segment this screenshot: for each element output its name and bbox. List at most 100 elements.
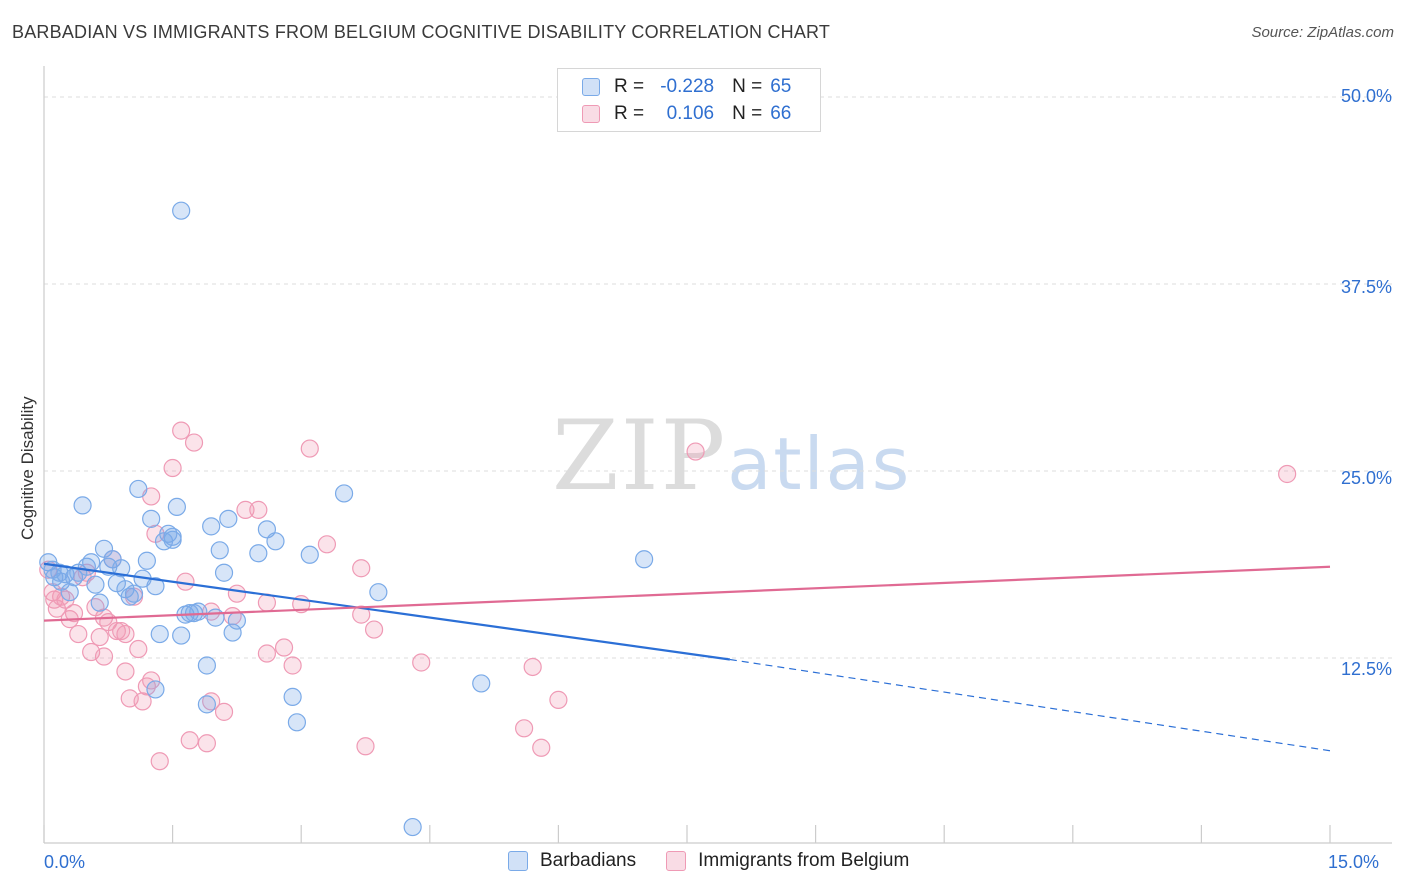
belgium-point	[116, 624, 135, 644]
barbadian-point	[172, 626, 191, 645]
barbadian-point	[124, 584, 144, 603]
belgium-point	[163, 458, 182, 478]
belgium-point	[317, 535, 337, 554]
barbadian-point	[214, 563, 234, 582]
barbadian-trend-line	[43, 562, 731, 661]
belgium-point	[249, 500, 268, 519]
belgium-point	[532, 738, 551, 757]
belgium-point	[686, 442, 705, 461]
belgium-point	[197, 734, 216, 753]
belgium-point	[142, 671, 161, 690]
x-tick-label-min: 0.0%	[44, 852, 86, 872]
y-tick-label-12-5: 12.5%	[1340, 659, 1392, 679]
belgium-point	[94, 647, 114, 666]
belgium-point	[180, 731, 199, 750]
barbadian-point	[403, 817, 422, 837]
barbadian-point	[206, 608, 225, 627]
chart-title: BARBADIAN VS IMMIGRANTS FROM BELGIUM COG…	[12, 22, 831, 42]
belgium-point	[214, 702, 234, 721]
watermark-atlas: atlas	[727, 422, 912, 506]
belgium-point	[274, 638, 294, 657]
source-label: Source: ZipAtlas.com	[1251, 24, 1394, 41]
barbadian-point	[202, 517, 221, 536]
barbadian-point	[197, 695, 216, 714]
series-legend: Barbadians Immigrants from Belgium	[508, 850, 939, 872]
belgium-point	[236, 500, 255, 519]
belgium-point	[184, 433, 204, 452]
barbadian-point	[266, 532, 285, 551]
belgium-point	[283, 656, 302, 675]
belgium-point	[133, 692, 152, 711]
barbadian-point	[635, 550, 654, 569]
y-tick-label-37-5: 37.5%	[1340, 277, 1392, 297]
barbadian-point	[50, 563, 69, 582]
n-label: N =	[732, 76, 763, 97]
barbadian-point	[142, 509, 161, 528]
barbadian-point	[472, 674, 491, 693]
barbadian-point	[223, 623, 242, 642]
legend-label-belgium: Immigrants from Belgium	[698, 850, 910, 871]
belgium-point	[172, 421, 191, 440]
barbadian-point	[249, 544, 268, 563]
legend-item-belgium[interactable]: Immigrants from Belgium	[666, 850, 909, 872]
barbadian-point	[369, 583, 388, 602]
belgium-point	[352, 605, 371, 624]
r-label: R =	[614, 103, 645, 124]
r-value: 0.106	[666, 103, 715, 124]
legend-item-barbadians[interactable]: Barbadians	[508, 850, 636, 872]
barbadian-point	[283, 687, 302, 706]
r-value: -0.228	[660, 76, 715, 97]
belgium-point	[90, 627, 109, 647]
barbadian-point	[167, 497, 186, 517]
y-tick-label-25: 25.0%	[1340, 468, 1392, 488]
belgium-point	[412, 653, 431, 672]
barbadian-point	[172, 201, 191, 220]
pink-swatch	[582, 105, 600, 123]
barbadian-point	[197, 656, 216, 675]
legend-label-barbadians: Barbadians	[540, 850, 637, 871]
belgium-point	[523, 657, 542, 677]
barbadian-point	[146, 577, 165, 596]
legend-row-belgium: R = 0.106 N = 66	[582, 101, 791, 127]
belgium-point	[116, 662, 135, 681]
barbadian-point	[189, 602, 208, 621]
barbadian-point	[227, 611, 246, 630]
belgium-point	[549, 690, 568, 709]
zipatlas-watermark: ZIPatlas	[552, 400, 911, 512]
belgium-point	[150, 752, 169, 771]
belgium-point	[356, 737, 375, 756]
barbadian-trend-extension	[729, 658, 1331, 752]
n-value: 65	[770, 76, 792, 97]
barbadian-point	[300, 545, 319, 564]
legend-row-barbadians: R = -0.228 N = 65	[582, 74, 791, 100]
barbadian-point	[112, 559, 131, 578]
belgium-point	[129, 639, 148, 659]
barbadian-point	[60, 583, 79, 602]
barbadian-point	[334, 484, 354, 503]
belgium-point	[364, 620, 384, 639]
belgium-point	[515, 719, 534, 738]
belgium-point	[69, 624, 88, 644]
n-value: 66	[770, 103, 792, 124]
watermark-zip: ZIP	[552, 400, 728, 512]
barbadian-point	[82, 553, 101, 572]
belgium-point	[300, 439, 319, 458]
barbadian-point	[86, 575, 105, 594]
barbadian-point	[150, 624, 169, 644]
y-axis-label: Cognitive Disability	[18, 396, 37, 540]
barbadian-point	[146, 680, 165, 699]
belgium-point	[64, 604, 84, 623]
belgium-point	[1278, 464, 1297, 484]
barbadian-point	[163, 530, 182, 549]
barbadian-point	[73, 496, 92, 515]
barbadian-point	[219, 509, 238, 528]
barbadian-point	[129, 479, 148, 499]
correlation-legend: R = -0.228 N = 65 R = 0.106 N = 66	[557, 68, 821, 132]
barbadian-point	[287, 713, 307, 732]
belgium-point	[227, 584, 246, 603]
pink-swatch	[666, 851, 687, 871]
x-tick-label-max: 15.0%	[1328, 852, 1380, 872]
blue-swatch	[582, 78, 600, 96]
barbadian-point	[137, 551, 156, 570]
belgium-point	[352, 559, 371, 578]
